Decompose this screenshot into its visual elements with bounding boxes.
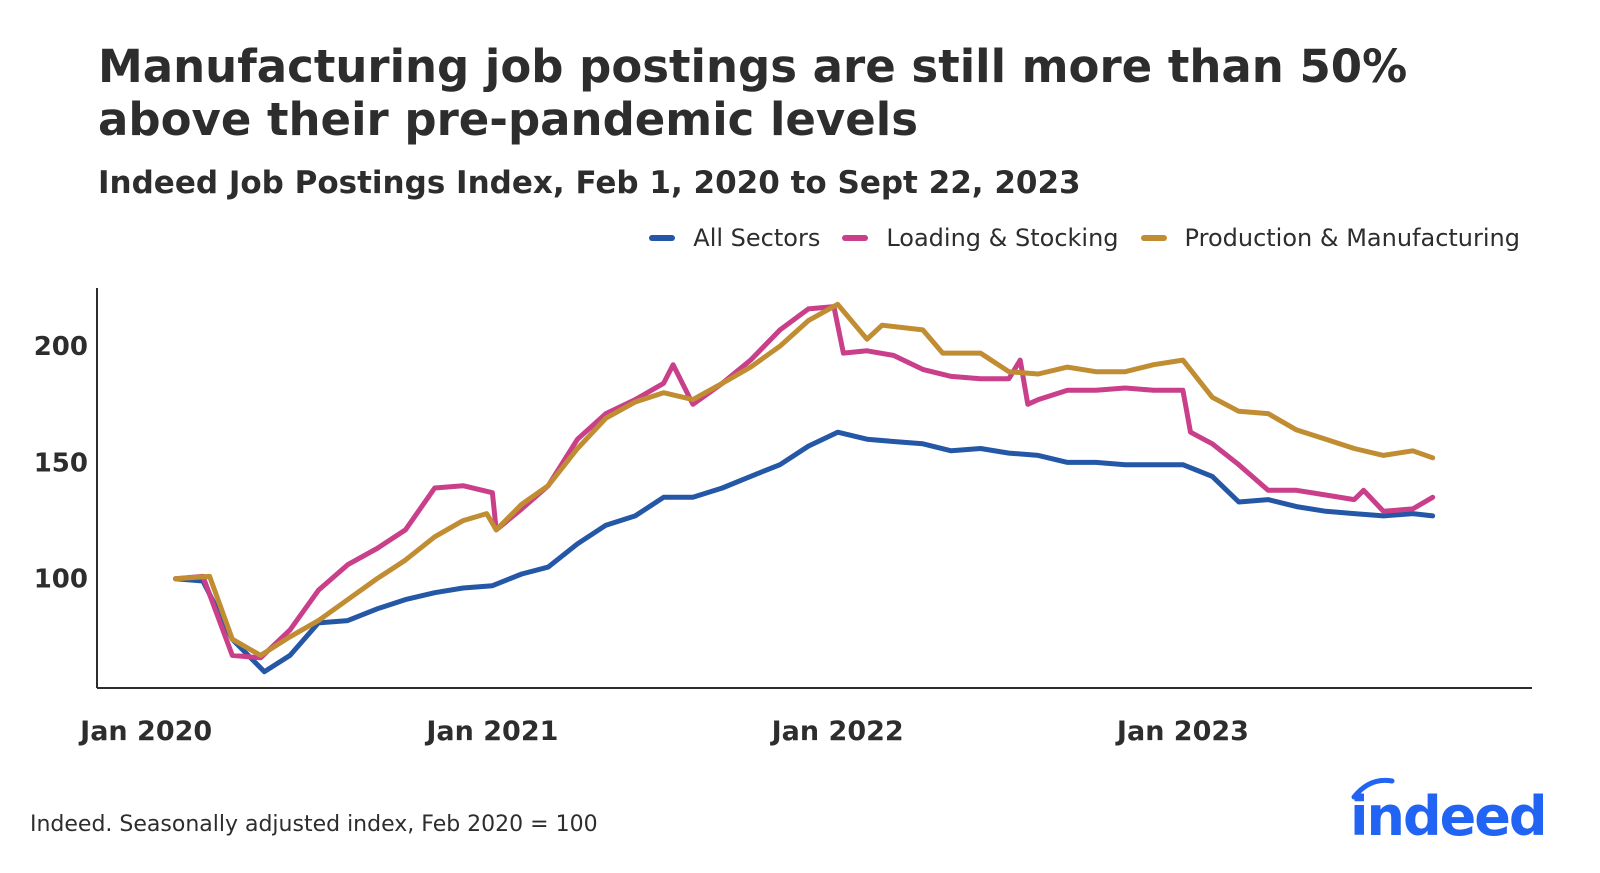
- x-tick-label: Jan 2023: [1115, 716, 1249, 747]
- legend-item-all-sectors: All Sectors: [649, 224, 820, 252]
- legend-swatch: [1140, 235, 1167, 241]
- chart-title: Manufacturing job postings are still mor…: [98, 40, 1408, 146]
- legend-swatch: [842, 235, 869, 241]
- x-tick-label: Jan 2021: [424, 716, 558, 747]
- legend-item-loading-stocking: Loading & Stocking: [842, 224, 1119, 252]
- y-tick-label: 150: [34, 448, 88, 478]
- x-tick-label: Jan 2022: [770, 716, 904, 747]
- legend-swatch: [649, 235, 676, 241]
- indeed-logo: indeed: [1350, 777, 1545, 845]
- source-note: Indeed. Seasonally adjusted index, Feb 2…: [30, 812, 598, 837]
- series-line-production-manufacturing: [173, 301, 1436, 658]
- y-tick-label: 200: [34, 332, 88, 362]
- chart-subtitle: Indeed Job Postings Index, Feb 1, 2020 t…: [98, 165, 1081, 201]
- x-tick-label: Jan 2020: [78, 716, 212, 747]
- legend-label: Loading & Stocking: [886, 224, 1119, 252]
- legend-label: Production & Manufacturing: [1184, 224, 1520, 252]
- legend: All Sectors Loading & Stocking Productio…: [649, 224, 1520, 252]
- svg-text:indeed: indeed: [1350, 785, 1545, 845]
- series-line-all-sectors: [173, 429, 1436, 675]
- series-line-loading-stocking: [173, 304, 1436, 661]
- legend-label: All Sectors: [693, 224, 821, 252]
- legend-item-production-manufacturing: Production & Manufacturing: [1140, 224, 1520, 252]
- y-tick-label: 100: [34, 565, 88, 595]
